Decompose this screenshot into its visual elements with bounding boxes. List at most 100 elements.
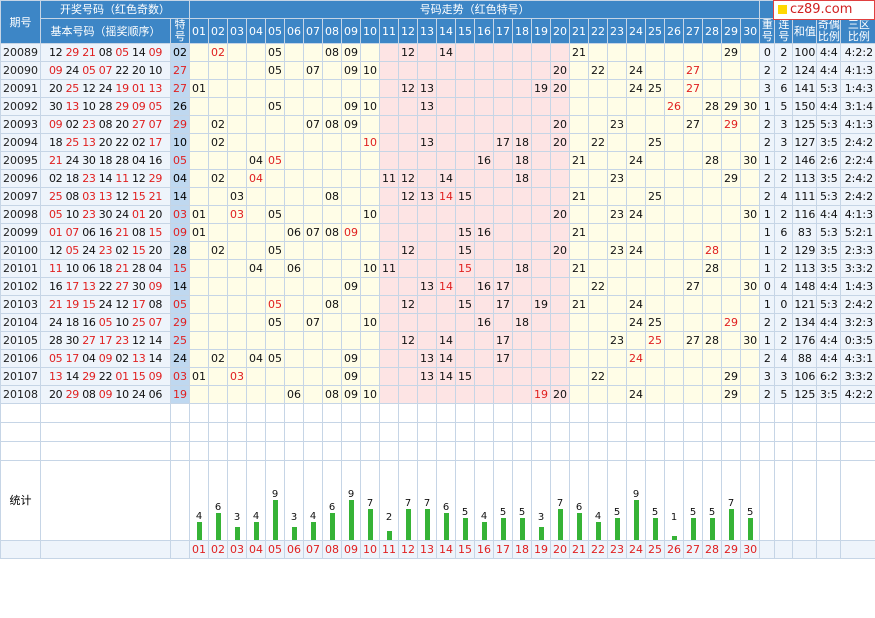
trend-cell-10: 10 [360,133,380,152]
col-header-17[interactable]: 17 [493,18,513,44]
col-header-12[interactable]: 12 [398,18,418,44]
footer-number-15[interactable]: 15 [455,540,475,559]
trend-cell-09 [341,79,361,98]
trend-cell-26 [664,61,684,80]
col-header-04[interactable]: 04 [246,18,266,44]
col-header-03[interactable]: 03 [227,18,247,44]
col-header-05[interactable]: 05 [265,18,285,44]
col-header-06[interactable]: 06 [284,18,304,44]
empty-cell [40,441,171,461]
footer-number-20[interactable]: 20 [550,540,570,559]
col-header-02[interactable]: 02 [208,18,228,44]
footer-number-12[interactable]: 12 [398,540,418,559]
footer-number-02[interactable]: 02 [208,540,228,559]
empty-cell [208,441,228,461]
footer-number-27[interactable]: 27 [683,540,703,559]
stat-bar-cell-23: 5 [607,460,627,541]
trend-cell-27 [683,205,703,224]
footer-number-22[interactable]: 22 [588,540,608,559]
empty-cell [455,403,475,423]
odd-even-ratio-cell: 4:4 [816,313,842,332]
col-header-28[interactable]: 28 [702,18,722,44]
trend-cell-07 [303,367,323,386]
col-header-26[interactable]: 26 [664,18,684,44]
trend-cell-25 [645,115,665,134]
trend-cell-19 [531,331,551,350]
trend-cell-12 [398,385,418,404]
footer-number-08[interactable]: 08 [322,540,342,559]
col-header-24[interactable]: 24 [626,18,646,44]
footer-number-19[interactable]: 19 [531,540,551,559]
basic-number: 17 [65,280,80,293]
col-header-10[interactable]: 10 [360,18,380,44]
footer-number-01[interactable]: 01 [189,540,209,559]
footer-number-10[interactable]: 10 [360,540,380,559]
footer-number-14[interactable]: 14 [436,540,456,559]
basic-number: 12 [132,172,146,185]
trend-cell-05: 05 [265,61,285,80]
trend-cell-19 [531,115,551,134]
trend-cell-10 [360,241,380,260]
footer-number-06[interactable]: 06 [284,540,304,559]
trend-cell-26 [664,313,684,332]
col-header-22[interactable]: 22 [588,18,608,44]
col-header-23[interactable]: 23 [607,18,627,44]
col-header-09[interactable]: 09 [341,18,361,44]
col-header-11[interactable]: 11 [379,18,399,44]
footer-number-03[interactable]: 03 [227,540,247,559]
footer-number-09[interactable]: 09 [341,540,361,559]
footer-number-28[interactable]: 28 [702,540,722,559]
trend-cell-20 [550,187,570,206]
footer-number-13[interactable]: 13 [417,540,437,559]
empty-cell [436,403,456,423]
empty-cell [840,441,875,461]
col-header-15[interactable]: 15 [455,18,475,44]
col-header-19[interactable]: 19 [531,18,551,44]
footer-number-07[interactable]: 07 [303,540,323,559]
col-header-27[interactable]: 27 [683,18,703,44]
footer-number-04[interactable]: 04 [246,540,266,559]
empty-cell [265,403,285,423]
footer-number-17[interactable]: 17 [493,540,513,559]
trend-cell-09 [341,331,361,350]
basic-number: 11 [115,172,129,185]
site-logo[interactable]: cz89.com [773,0,875,20]
col-header-25[interactable]: 25 [645,18,665,44]
footer-number-05[interactable]: 05 [265,540,285,559]
footer-number-30[interactable]: 30 [739,540,761,559]
basic-number: 12 [115,298,129,311]
basic-number: 22 [115,64,129,77]
trend-cell-02 [208,61,228,80]
footer-number-26[interactable]: 26 [664,540,684,559]
trend-cell-28: 28 [702,259,722,278]
col-header-07[interactable]: 07 [303,18,323,44]
col-header-29[interactable]: 29 [721,18,741,44]
trend-cell-15 [455,115,475,134]
footer-number-16[interactable]: 16 [474,540,494,559]
sum-value-cell: 125 [792,385,818,404]
col-header-13[interactable]: 13 [417,18,437,44]
basic-number: 21 [82,46,96,59]
footer-number-29[interactable]: 29 [721,540,741,559]
col-header-30[interactable]: 30 [739,18,761,44]
col-header-01[interactable]: 01 [189,18,209,44]
col-header-18[interactable]: 18 [512,18,532,44]
basic-number: 12 [48,244,63,257]
col-header-08[interactable]: 08 [322,18,342,44]
stat-bar-cell-15: 5 [455,460,475,541]
basic-numbers-header: 基本号码（摇奖顺序） [40,18,171,44]
footer-number-11[interactable]: 11 [379,540,399,559]
footer-number-21[interactable]: 21 [569,540,589,559]
basic-number: 05 [65,244,80,257]
col-header-21[interactable]: 21 [569,18,589,44]
empty-cell [721,403,741,423]
footer-number-23[interactable]: 23 [607,540,627,559]
footer-number-25[interactable]: 25 [645,540,665,559]
footer-number-18[interactable]: 18 [512,540,532,559]
col-header-16[interactable]: 16 [474,18,494,44]
col-header-20[interactable]: 20 [550,18,570,44]
footer-number-24[interactable]: 24 [626,540,646,559]
sum-value-cell: 113 [792,259,818,278]
col-header-14[interactable]: 14 [436,18,456,44]
stat-bar [291,527,297,540]
